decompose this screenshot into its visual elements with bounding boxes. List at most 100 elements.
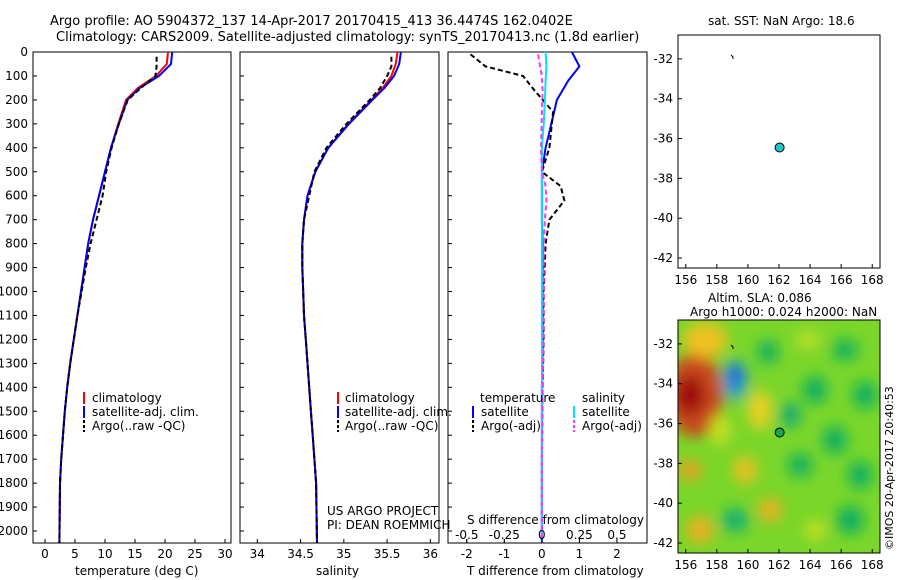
x-tick-label: 30: [217, 547, 232, 561]
lon-tick-label: 156: [674, 558, 697, 572]
diff-panel-frame: [447, 51, 648, 544]
depth-tick-label: 1900: [0, 500, 28, 514]
temp-panel-frame: [32, 51, 232, 544]
x-tick-label: 10: [97, 547, 112, 561]
x-tick-label: 36: [423, 547, 438, 561]
lon-tick-label: 166: [830, 558, 853, 572]
sal-xlabel: salinity: [316, 564, 359, 578]
lon-tick-label: 166: [830, 273, 853, 287]
diff-xlabel: T difference from climatology: [466, 564, 644, 578]
legend-argo-label: Argo(..raw -QC): [345, 419, 438, 433]
depth-tick-label: 400: [5, 141, 28, 155]
x-tick-label: 34: [250, 547, 265, 561]
sst-map-title: sat. SST: NaN Argo: 18.6: [708, 14, 855, 28]
legend-sat-label: satellite-adj. clim.: [345, 405, 452, 419]
depth-tick-label: 1000: [0, 285, 28, 299]
diff-series-group: [469, 51, 581, 543]
diff-top-axis: -0.5 -0.25 0 0.25 0.5: [455, 528, 627, 543]
depth-tick-label: 2000: [0, 524, 28, 538]
series-line-argo-raw-qc-: [58, 56, 158, 544]
depth-tick-label: 1400: [0, 380, 28, 394]
depth-tick-label: 1100: [0, 308, 28, 322]
lon-tick-label: 164: [799, 558, 822, 572]
temp-series-group: [58, 51, 174, 544]
legend-argo-label: Argo(..raw -QC): [92, 419, 185, 433]
x-tick-label: 15: [127, 547, 142, 561]
x-tick-label: 0.5: [607, 528, 626, 542]
lon-tick-label: 162: [768, 558, 791, 572]
temp-legend: climatology satellite-adj. clim. Argo(..…: [83, 391, 199, 433]
depth-tick-label: 200: [5, 93, 28, 107]
x-tick-label: 5: [71, 547, 79, 561]
x-tick-label: 0: [538, 528, 546, 542]
lon-tick-label: 168: [861, 273, 884, 287]
legend-sat-label: satellite-adj. clim.: [92, 405, 199, 419]
legend-s-sat-label: satellite: [582, 405, 630, 419]
legend-t-sat-label: satellite: [481, 405, 529, 419]
x-tick-label: -2: [461, 547, 473, 561]
x-tick-label: 34.5: [287, 547, 314, 561]
depth-axis: 0 100 200 300 400 500 600 700 800 900 1000 1100 1200…: [0, 45, 452, 538]
lon-tick-label: 156: [674, 273, 697, 287]
sal-x-axis: 34 34.5 35 35.5 36: [250, 539, 438, 561]
depth-tick-label: 1800: [0, 476, 28, 490]
x-tick-label: 20: [157, 547, 172, 561]
lat-tick-label: -40: [653, 211, 673, 225]
temp-xlabel: temperature (deg C): [75, 564, 198, 578]
lat-tick-label: -32: [653, 337, 673, 351]
lon-tick-label: 164: [799, 273, 822, 287]
x-tick-label: 25: [187, 547, 202, 561]
lat-tick-label: -32: [653, 52, 673, 66]
depth-tick-label: 300: [5, 117, 28, 131]
depth-tick-label: 1700: [0, 452, 28, 466]
sla-map-title-1: Altim. SLA: 0.086: [708, 291, 812, 305]
depth-tick-label: 1600: [0, 428, 28, 442]
sal-legend: climatology satellite-adj. clim. Argo(..…: [337, 391, 452, 433]
x-tick-label: -0.5: [455, 528, 478, 542]
header-line-1: Argo profile: AO 5904372_137 14-Apr-2017…: [50, 14, 573, 29]
x-tick-label: 0: [41, 547, 49, 561]
x-tick-label: 0.25: [566, 528, 593, 542]
lon-tick-label: 158: [705, 273, 728, 287]
x-tick-label: 1: [576, 547, 584, 561]
lat-tick-label: -42: [653, 536, 673, 550]
header-line-2: Climatology: CARS2009. Satellite-adjuste…: [56, 30, 639, 45]
sla-heatmap: [678, 320, 880, 553]
series-line-argo-raw-qc-: [301, 56, 393, 544]
legend-t-argo-label: Argo(-adj): [481, 419, 541, 433]
x-tick-label: 2: [613, 547, 621, 561]
x-tick-label: 35.5: [374, 547, 401, 561]
argo-float-marker: [774, 142, 785, 153]
sal-panel-frame: [239, 51, 440, 544]
depth-tick-label: 900: [5, 261, 28, 275]
depth-tick-label: 800: [5, 237, 28, 251]
x-tick-label: -1: [498, 547, 510, 561]
series-line-temperature-argo-adj-: [469, 53, 566, 543]
sal-series-group: [301, 51, 402, 544]
depth-tick-label: 1300: [0, 356, 28, 370]
series-line-salinity-argo-adj-: [537, 54, 548, 543]
legend-clim-label: climatology: [92, 391, 162, 405]
depth-tick-label: 500: [5, 165, 28, 179]
depth-tick-label: 700: [5, 213, 28, 227]
credit-stamp: ©IMOS 20-Apr-2017 20:40:53: [883, 386, 896, 550]
argo-float-marker: [774, 427, 785, 438]
sla-map-title-2: Argo h1000: 0.024 h2000: NaN: [690, 305, 877, 319]
pi-note: PI: DEAN ROEMMICH: [327, 518, 450, 532]
x-tick-label: -0.25: [489, 528, 520, 542]
x-tick-label: 35: [336, 547, 351, 561]
lon-tick-label: 168: [861, 558, 884, 572]
depth-tick-label: 600: [5, 189, 28, 203]
x-tick-label: 0: [538, 547, 546, 561]
legend-temperature-title: temperature: [480, 391, 555, 405]
lat-tick-label: -42: [653, 251, 673, 265]
legend-s-argo-label: Argo(-adj): [582, 419, 642, 433]
lon-tick-label: 162: [768, 273, 791, 287]
lat-tick-label: -34: [653, 92, 673, 106]
depth-tick-label: 100: [5, 69, 28, 83]
depth-tick-label: 0: [20, 45, 28, 59]
lat-tick-label: -36: [653, 132, 673, 146]
diff-legend: temperature salinity satellite Argo(-adj…: [472, 391, 642, 433]
